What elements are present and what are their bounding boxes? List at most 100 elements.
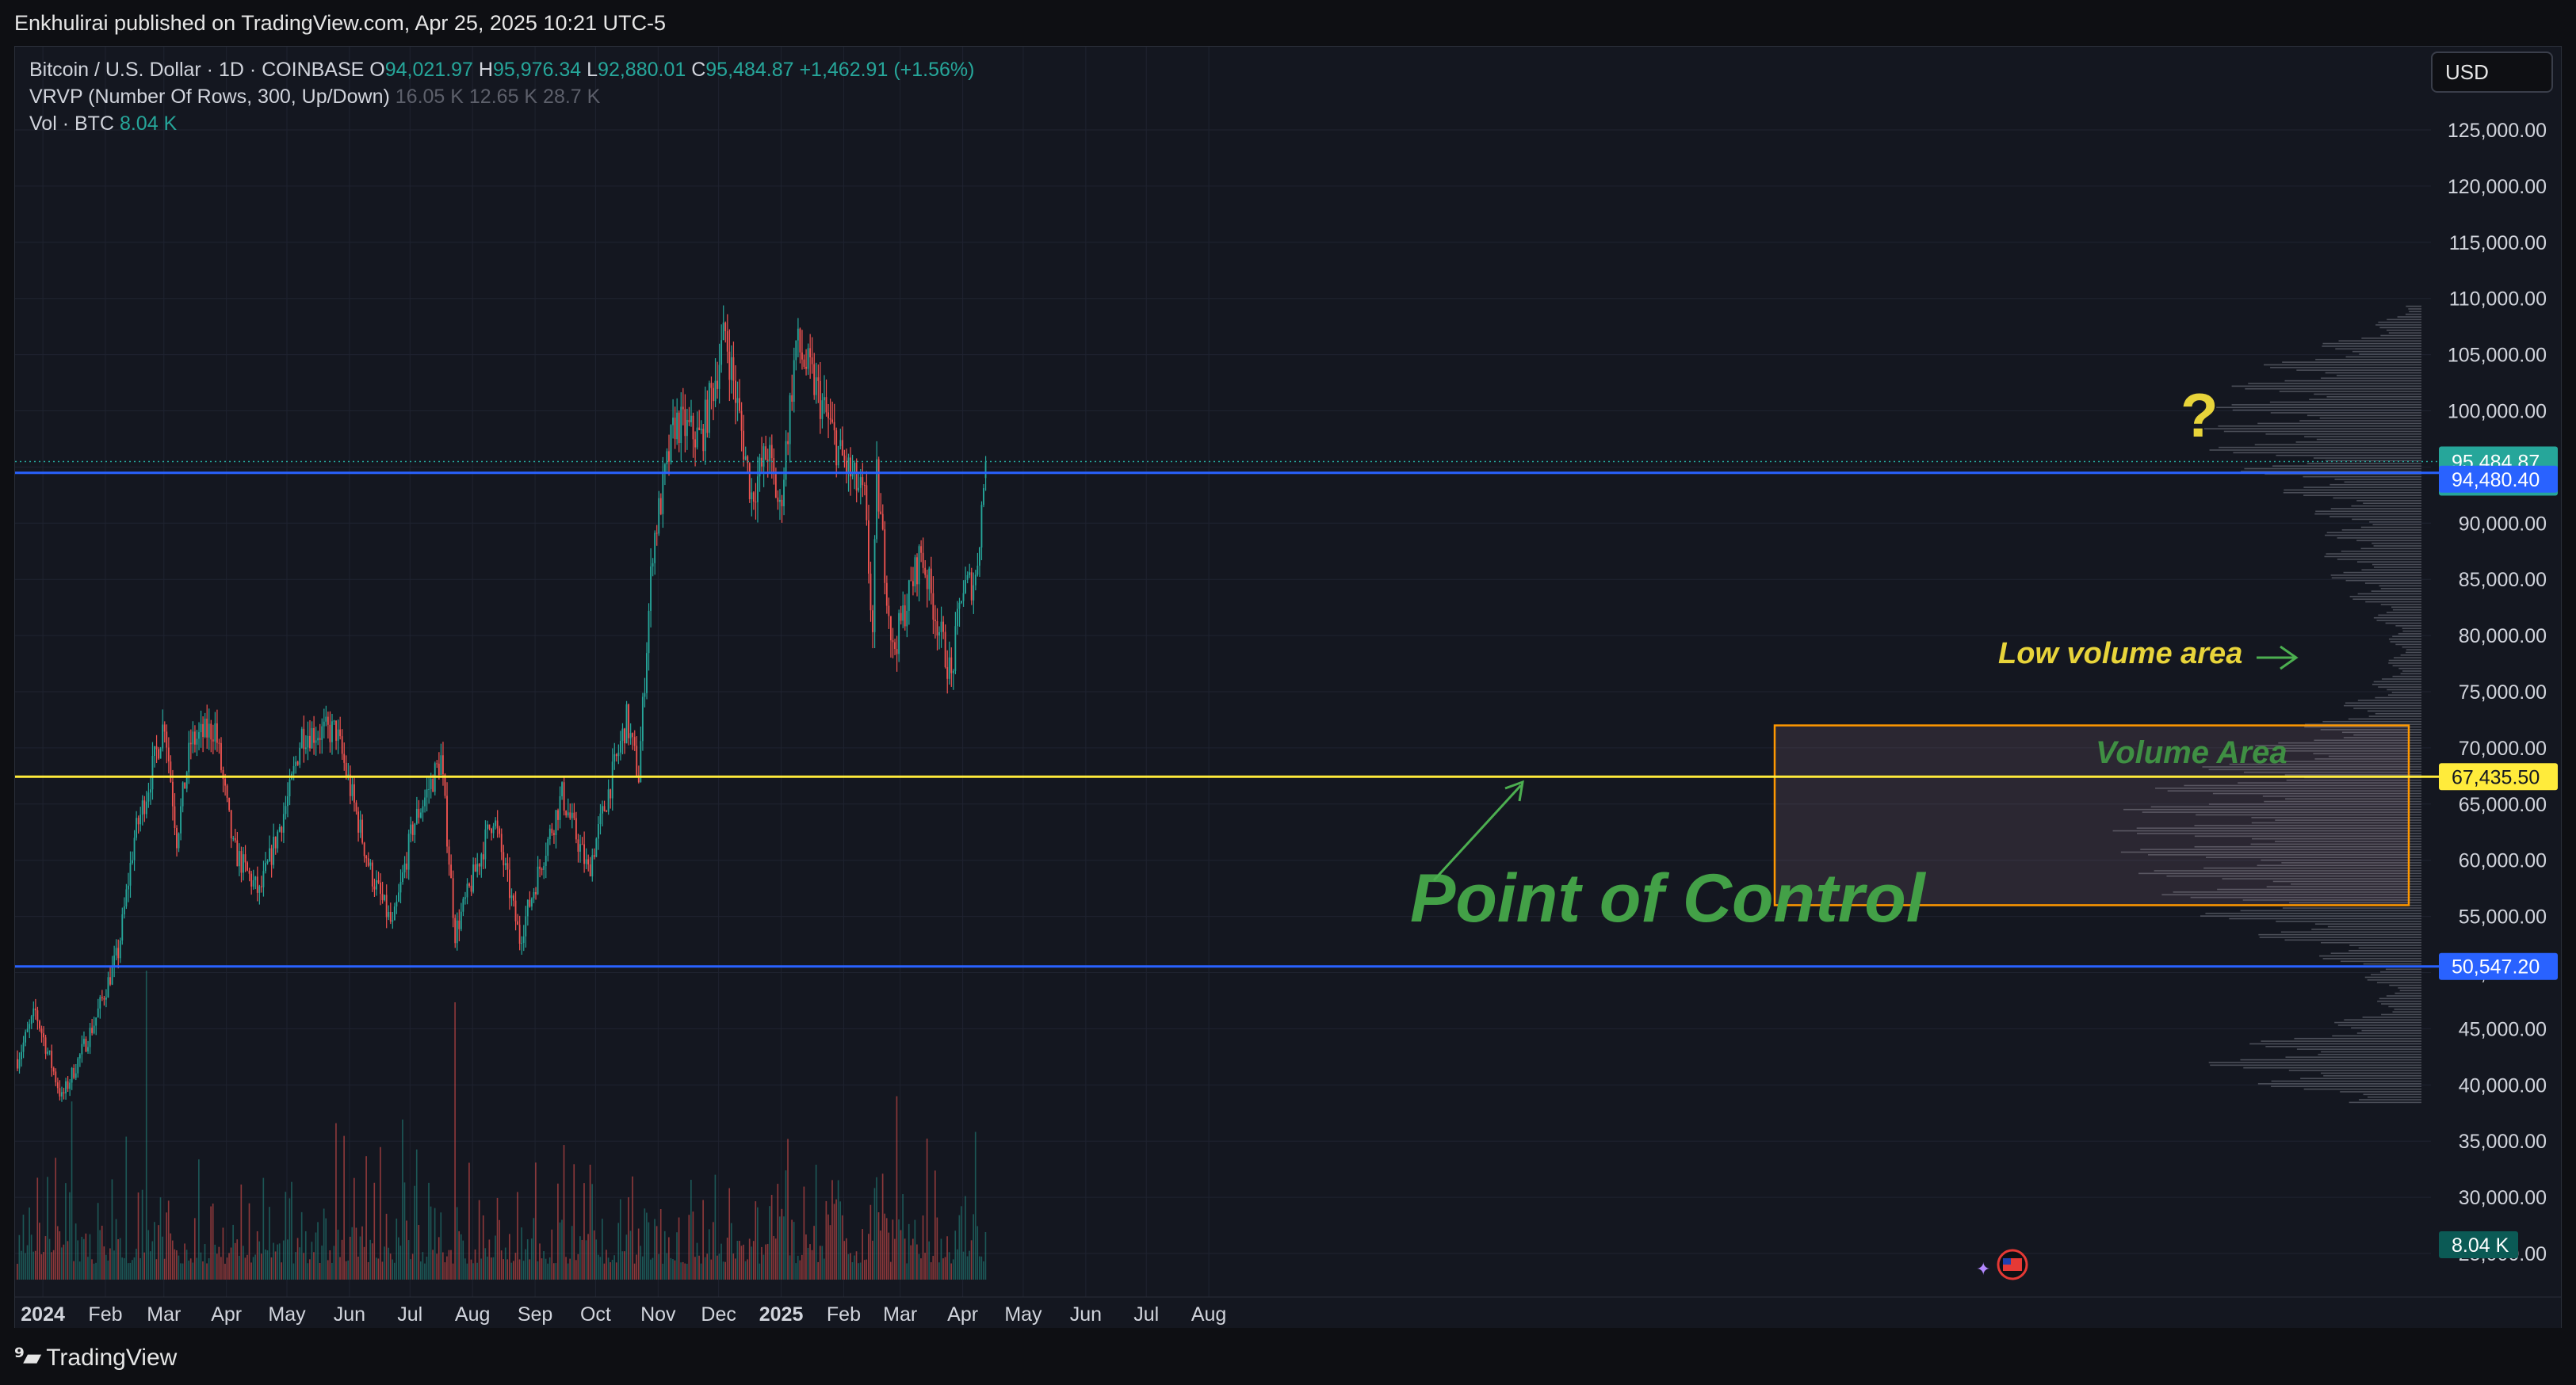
volume-bar (762, 1254, 765, 1280)
candle-body (393, 906, 396, 921)
candle-body (866, 485, 868, 521)
volume-profile-row (2343, 571, 2421, 574)
volume-bar (77, 1240, 78, 1280)
vrvp-label[interactable]: VRVP (Number Of Rows, 300, Up/Down) (29, 86, 390, 108)
candle-body (396, 901, 398, 907)
volume-bar (575, 1260, 577, 1280)
candle-body (974, 574, 977, 586)
volume-profile-row (2313, 753, 2421, 754)
candle-body (188, 742, 190, 773)
value-area-box[interactable] (1773, 724, 2410, 906)
candle-body (22, 1042, 25, 1052)
candle-body (212, 739, 214, 742)
candle-body (785, 441, 787, 480)
volume-profile-row (2208, 1062, 2421, 1063)
candle-body (914, 557, 916, 586)
volume-bar (663, 1230, 666, 1280)
volume-profile-row (2194, 835, 2421, 837)
candle-body (628, 704, 629, 738)
volume-profile-row (2386, 995, 2421, 997)
open-value: 94,021.97 (384, 59, 473, 81)
volume-bar (193, 1218, 196, 1280)
candle-body (69, 1082, 71, 1089)
chart-pane[interactable]: 25,000.0030,000.0035,000.0040,000.0045,0… (14, 46, 2562, 1330)
volume-profile-row (2259, 937, 2421, 938)
annotation-low-volume[interactable]: Low volume area (1998, 637, 2242, 670)
volume-profile-row (2348, 718, 2421, 720)
volume-profile-row (2398, 987, 2421, 989)
volume-bar (371, 1243, 373, 1280)
volume-bar (321, 1246, 323, 1280)
volume-bar (166, 1212, 167, 1280)
candle-body (744, 456, 747, 460)
candle-body (452, 878, 454, 918)
volume-profile-row (2264, 800, 2421, 803)
volume-label[interactable]: Vol · BTC (29, 113, 114, 135)
volume-bar (220, 1257, 222, 1280)
tradingview-logo[interactable]: ⁹▰ TradingView (14, 1344, 177, 1372)
volume-bar (636, 1254, 637, 1280)
annotation-question[interactable]: ? (2180, 380, 2219, 450)
candle-body (658, 498, 660, 534)
candle-body (510, 895, 513, 899)
volume-bar (376, 1257, 377, 1280)
candle-body (466, 883, 468, 898)
candle-body (867, 520, 869, 574)
candle-body (355, 802, 357, 812)
candle-body (928, 568, 931, 589)
volume-profile-row (2243, 1066, 2421, 1069)
candle-body (825, 397, 827, 413)
candle-body (824, 397, 825, 401)
volume-bar (25, 1253, 26, 1280)
volume-profile-row (2229, 763, 2421, 765)
volume-profile-row (2278, 742, 2421, 744)
annotation-point-of-control[interactable]: Point of Control (1410, 860, 1927, 937)
candle-body (765, 446, 767, 460)
volume-profile-row (2257, 1083, 2421, 1085)
volume-bar (567, 1263, 569, 1280)
volume-profile-row (2398, 633, 2421, 635)
volume-bar (343, 1135, 345, 1280)
candle-body (837, 446, 839, 466)
price-axis[interactable]: 25,000.0030,000.0035,000.0040,000.0045,0… (2439, 47, 2561, 1297)
volume-profile-row (2390, 641, 2421, 643)
volume-bar (877, 1211, 880, 1280)
volume-bar (922, 1215, 924, 1280)
candle-body (26, 1028, 29, 1032)
candle-body (525, 916, 527, 937)
volume-bar (625, 1234, 628, 1280)
volume-bar (456, 1207, 458, 1280)
volume-bar (184, 1243, 185, 1280)
volume-profile-row (2138, 872, 2421, 875)
candle-body (817, 377, 820, 381)
candle-body (577, 839, 579, 852)
candle-body (154, 746, 155, 756)
candle-body (884, 529, 886, 583)
candle-body (333, 720, 335, 722)
candle-body (602, 806, 603, 814)
volume-profile-row (2333, 497, 2421, 499)
volume-bar (863, 1260, 866, 1280)
currency-button[interactable]: USD (2431, 52, 2553, 93)
volume-bar (717, 1255, 718, 1280)
volume-bar (452, 1263, 454, 1280)
candle-body (698, 427, 701, 430)
volume-bar (954, 1230, 957, 1280)
candle-body (407, 834, 410, 870)
volume-bar (65, 1183, 67, 1280)
volume-bar (317, 1222, 319, 1280)
time-axis[interactable]: 2024 Feb Mar Apr May Jun Jul Aug Sep Oct Nov Dec 202… (15, 1296, 2561, 1326)
volume-bar (589, 1164, 591, 1280)
volume-bar (781, 1208, 783, 1280)
volume-bar (545, 1258, 547, 1280)
annotation-volume-area[interactable]: Volume Area (2096, 735, 2287, 770)
price-chart[interactable]: 25,000.0030,000.0035,000.0040,000.0045,0… (15, 47, 2561, 1329)
candle-body (341, 736, 343, 754)
volume-profile-row (2320, 729, 2421, 731)
candle-body (624, 728, 625, 744)
candle-body (684, 409, 686, 437)
volume-bar (21, 1250, 22, 1280)
volume-bar (185, 1250, 188, 1280)
symbol-name[interactable]: Bitcoin / U.S. Dollar · 1D · COINBASE (29, 59, 365, 81)
flag-icon[interactable]: ✦ (1976, 1249, 2028, 1280)
